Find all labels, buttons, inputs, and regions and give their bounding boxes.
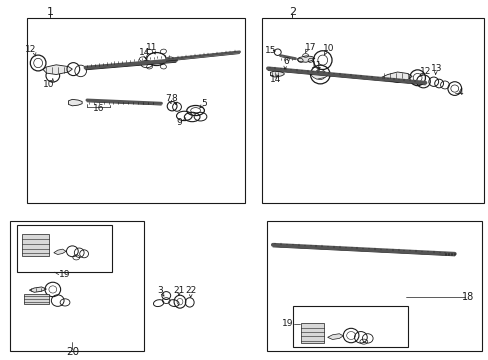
- Polygon shape: [310, 71, 328, 79]
- Bar: [10, 221, 144, 351]
- Bar: [300, 323, 324, 343]
- Text: 19: 19: [59, 270, 70, 279]
- Text: 8: 8: [171, 94, 177, 103]
- Bar: [22, 234, 49, 256]
- Text: 15: 15: [264, 46, 276, 55]
- Text: 22: 22: [184, 287, 196, 295]
- Text: 13: 13: [430, 64, 442, 73]
- Text: 9: 9: [176, 117, 182, 126]
- Text: 2: 2: [288, 7, 295, 17]
- Polygon shape: [68, 99, 82, 106]
- Polygon shape: [270, 71, 284, 77]
- Text: 4: 4: [457, 88, 463, 97]
- Text: 16: 16: [93, 104, 104, 112]
- Polygon shape: [54, 249, 66, 255]
- Bar: [24, 294, 49, 304]
- Polygon shape: [327, 334, 343, 339]
- Text: 11: 11: [145, 43, 157, 52]
- Text: 19: 19: [281, 320, 293, 328]
- Text: 17: 17: [304, 43, 316, 52]
- Polygon shape: [381, 72, 411, 82]
- Bar: [27, 18, 244, 203]
- Polygon shape: [43, 65, 72, 75]
- Text: 14: 14: [269, 76, 281, 85]
- Text: 3: 3: [157, 287, 163, 295]
- Text: 6: 6: [283, 57, 288, 66]
- Text: 10: 10: [43, 80, 55, 89]
- Bar: [293, 306, 407, 347]
- Text: 5: 5: [201, 99, 207, 108]
- Text: 7: 7: [165, 94, 171, 103]
- Text: 10: 10: [322, 44, 334, 53]
- Text: 12: 12: [419, 68, 431, 77]
- Text: 20: 20: [66, 347, 79, 357]
- Bar: [266, 221, 481, 351]
- Text: 14: 14: [138, 49, 150, 57]
- Polygon shape: [296, 56, 314, 62]
- Text: 11: 11: [310, 61, 322, 70]
- Text: 1: 1: [47, 7, 54, 17]
- Bar: [261, 18, 483, 203]
- Bar: [17, 225, 112, 272]
- Text: 21: 21: [173, 287, 184, 295]
- Text: 12: 12: [25, 45, 37, 54]
- Polygon shape: [29, 287, 46, 292]
- Text: 18: 18: [461, 292, 473, 302]
